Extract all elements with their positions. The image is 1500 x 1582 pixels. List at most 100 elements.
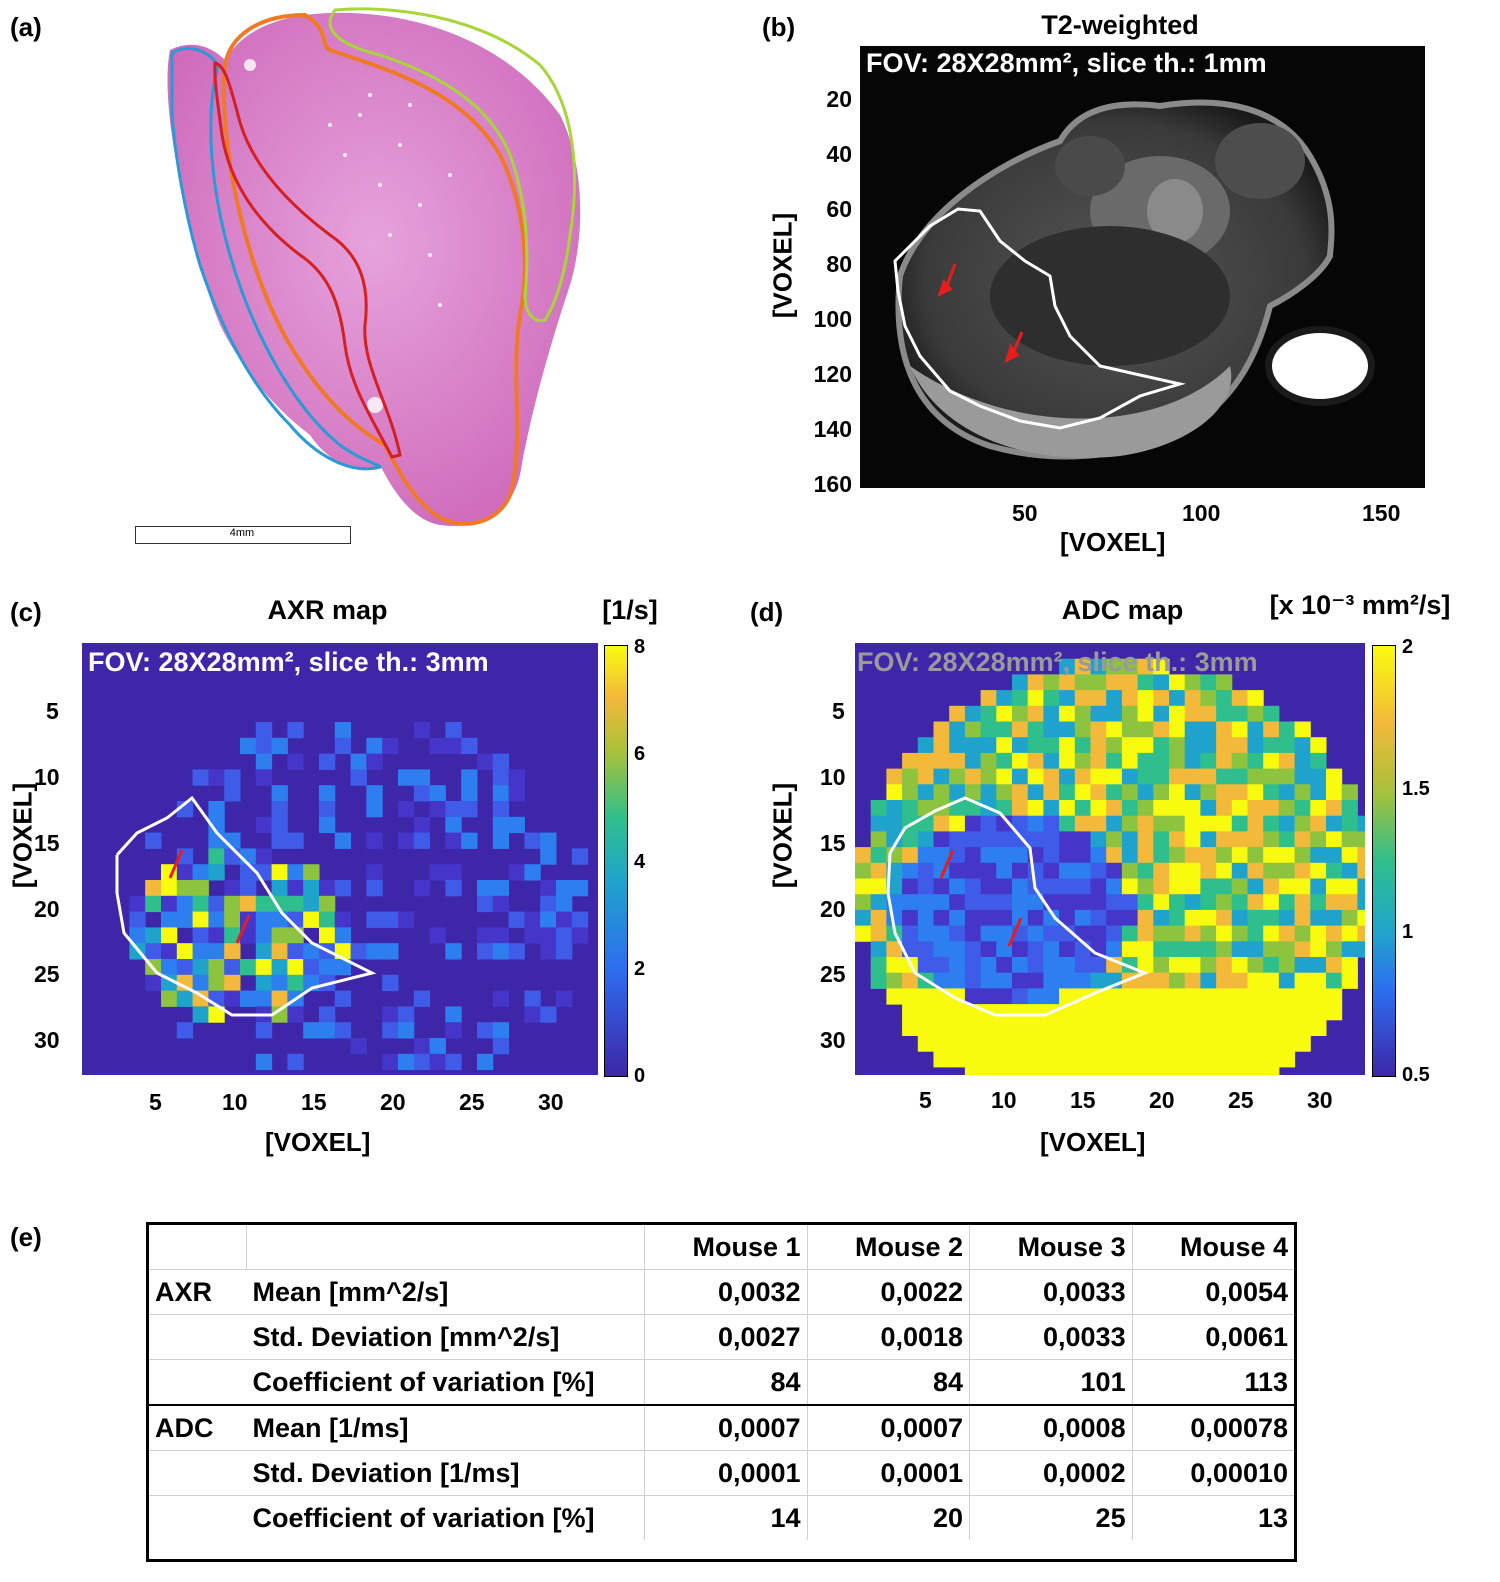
voxel [1231, 1051, 1248, 1068]
voxel [224, 990, 241, 1007]
voxel [1310, 894, 1327, 911]
voxel [1043, 705, 1060, 722]
voxel [303, 1022, 320, 1039]
voxel [1027, 909, 1044, 927]
voxel [1090, 784, 1107, 801]
voxel [870, 894, 887, 911]
voxel [964, 784, 982, 801]
voxel [1184, 1051, 1201, 1068]
voxel [1074, 1051, 1091, 1068]
voxel [1184, 768, 1201, 785]
voxel [964, 862, 982, 879]
voxel [1231, 831, 1248, 848]
voxel [855, 878, 872, 895]
voxel [1216, 721, 1233, 738]
voxel [1247, 972, 1264, 989]
voxel [1184, 752, 1201, 770]
voxel [192, 769, 209, 786]
voxel [1278, 1051, 1296, 1068]
voxel [413, 769, 431, 786]
voxel [303, 864, 320, 881]
voxel [1294, 784, 1311, 801]
voxel [949, 752, 966, 770]
voxel [1278, 831, 1296, 848]
voxel [1341, 800, 1358, 817]
voxel [1090, 1035, 1107, 1052]
voxel [1012, 752, 1029, 770]
table-row: AXR Mean [mm^2/s] 0,0032 0,0022 0,0033 0… [149, 1269, 1294, 1315]
voxel [192, 927, 209, 944]
voxel [1326, 768, 1343, 785]
voxel [1059, 737, 1076, 754]
voxel [1247, 752, 1264, 770]
voxel [949, 705, 966, 722]
voxel [556, 990, 573, 1007]
cbtick: 0.5 [1402, 1064, 1430, 1086]
voxel [1200, 752, 1217, 770]
voxel [980, 847, 997, 864]
voxel [540, 832, 557, 849]
voxel [1341, 784, 1358, 801]
panel-c-fov: FOV: 28X28mm², slice th.: 3mm [88, 647, 489, 677]
voxel [886, 768, 903, 785]
voxel [524, 911, 541, 928]
voxel [1074, 815, 1091, 832]
voxel [1357, 862, 1365, 879]
ytick: 160 [813, 471, 852, 497]
voxel [1263, 721, 1280, 738]
voxel [1090, 957, 1107, 974]
xtick: 30 [538, 1089, 564, 1115]
voxel [1169, 690, 1186, 707]
voxel [1027, 690, 1044, 707]
voxel [1074, 690, 1091, 707]
voxel [933, 831, 950, 848]
header-cell: Mouse 3 [969, 1225, 1133, 1270]
voxel [1231, 847, 1248, 864]
voxel [1216, 972, 1233, 989]
voxel [870, 941, 887, 958]
voxel [1169, 941, 1186, 958]
voxel [917, 957, 934, 974]
voxel [382, 1053, 399, 1071]
voxel [271, 1006, 288, 1023]
voxel [145, 974, 162, 992]
voxel [303, 895, 320, 913]
voxel [1043, 1019, 1060, 1036]
voxel [1169, 1019, 1186, 1036]
voxel [964, 721, 982, 738]
voxel [855, 862, 872, 879]
voxel [319, 785, 336, 802]
voxel [1137, 878, 1154, 895]
voxel [1043, 878, 1060, 895]
voxel [1012, 674, 1029, 691]
voxel [964, 847, 982, 864]
voxel [1074, 752, 1091, 770]
voxel [1231, 894, 1248, 911]
voxel [1310, 909, 1327, 927]
voxel [1106, 1004, 1123, 1021]
axr-map: FOV: 28X28mm², slice th.: 3mm [82, 643, 598, 1075]
axr-heatmap [115, 722, 589, 1071]
voxel [1043, 800, 1060, 817]
voxel [382, 1006, 399, 1023]
voxel [1326, 800, 1343, 817]
voxel [1341, 862, 1358, 879]
voxel [413, 1053, 431, 1071]
voxel [1169, 909, 1186, 927]
voxel [902, 878, 919, 895]
voxel [949, 972, 966, 989]
voxel [192, 990, 209, 1007]
voxel [208, 832, 225, 849]
voxel [492, 785, 510, 802]
voxel [445, 816, 462, 834]
voxel [1216, 690, 1233, 707]
voxel [1121, 988, 1139, 1005]
voxel [271, 911, 288, 928]
voxel [1137, 1035, 1154, 1052]
voxel [1012, 941, 1029, 958]
voxel [949, 1004, 966, 1021]
voxel [1184, 925, 1201, 942]
voxel [271, 974, 288, 992]
voxel [1326, 784, 1343, 801]
voxel [1326, 878, 1343, 895]
